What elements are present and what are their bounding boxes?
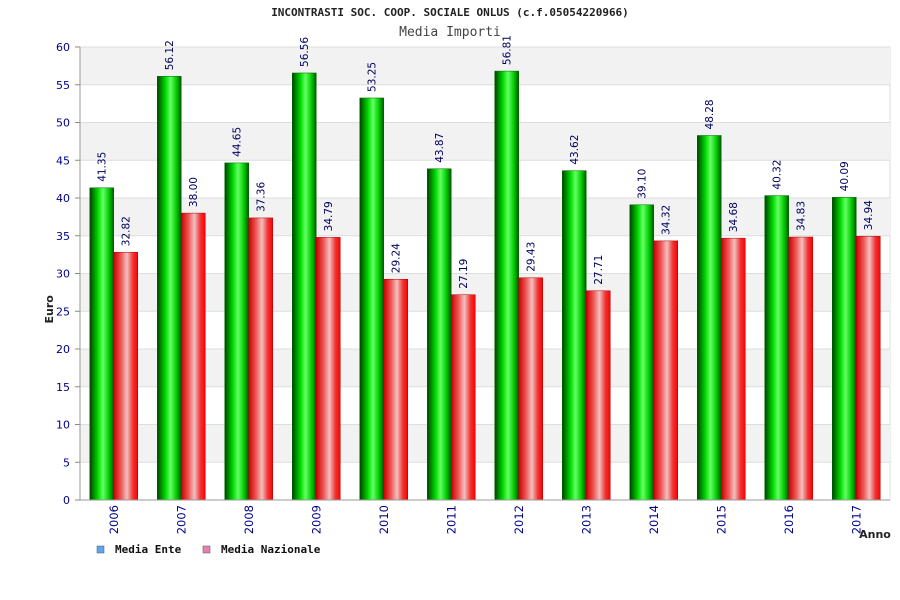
bar-media-ente	[359, 97, 384, 501]
data-label: 38.00	[188, 177, 200, 207]
y-axis-title: Euro	[43, 295, 56, 324]
data-label: 56.81	[502, 35, 514, 65]
legend-label: Media Nazionale	[221, 543, 321, 556]
data-label: 34.79	[323, 201, 335, 231]
x-tick-label: 2007	[174, 505, 188, 534]
x-axis-title: Anno	[859, 528, 891, 541]
legend-label: Media Ente	[115, 543, 182, 556]
x-tick-label: 2010	[377, 505, 391, 534]
x-tick-label: 2015	[714, 505, 728, 534]
data-label: 29.24	[391, 243, 403, 273]
grid-band	[80, 47, 890, 85]
bar-media-nazionale	[248, 217, 273, 501]
y-tick-label: 20	[56, 343, 70, 356]
grid-band	[80, 122, 890, 161]
data-label: 53.25	[367, 62, 379, 92]
bar-media-ente	[697, 135, 722, 501]
chart-subtitle: Media Importi	[399, 25, 501, 40]
y-tick-label: 5	[63, 456, 70, 469]
data-label: 40.09	[839, 161, 851, 191]
chart-title: INCONTRASTI SOC. COOP. SOCIALE ONLUS (c.…	[271, 6, 629, 19]
bar-media-nazionale	[113, 251, 138, 501]
bar-media-ente	[629, 204, 654, 501]
data-label: 34.32	[661, 205, 673, 235]
data-label: 34.83	[796, 201, 808, 231]
bar-media-nazionale	[518, 277, 543, 501]
y-tick-label: 25	[56, 305, 70, 318]
y-tick-label: 0	[63, 494, 70, 507]
bar-media-nazionale	[653, 240, 678, 501]
legend-swatch-media-nazionale	[202, 545, 211, 554]
x-tick-label: 2006	[107, 505, 121, 534]
x-tick-label: 2014	[647, 505, 661, 534]
data-label: 32.82	[121, 216, 133, 246]
data-label: 39.10	[637, 169, 649, 199]
y-tick-label: 10	[56, 419, 70, 432]
y-tick-label: 35	[56, 230, 70, 243]
x-tick-label: 2009	[309, 505, 323, 534]
bar-media-nazionale	[788, 236, 813, 501]
y-tick-label: 55	[56, 79, 70, 92]
x-tick-label: 2016	[782, 505, 796, 534]
bar-media-ente	[157, 76, 182, 501]
y-tick-label: 50	[56, 117, 70, 130]
data-label: 29.43	[526, 242, 538, 272]
grid-band	[80, 273, 890, 312]
x-tick-label: 2017	[849, 505, 863, 534]
data-label: 56.56	[299, 37, 311, 67]
bar-media-nazionale	[451, 294, 476, 501]
bar-media-nazionale	[721, 237, 746, 501]
data-label: 34.68	[728, 202, 740, 232]
legend-swatch-media-ente	[96, 545, 105, 554]
bar-media-ente	[562, 170, 587, 501]
bar-media-ente	[832, 197, 857, 501]
grid-band	[80, 349, 890, 387]
data-label: 40.32	[772, 160, 784, 190]
x-tick-label: 2011	[444, 505, 458, 534]
data-label: 27.19	[458, 259, 470, 289]
x-tick-label: 2012	[512, 505, 526, 534]
data-label: 34.94	[863, 200, 875, 230]
bar-media-nazionale	[586, 290, 611, 501]
data-label: 48.28	[704, 99, 716, 129]
y-tick-label: 30	[56, 268, 70, 281]
bar-media-ente	[89, 187, 114, 501]
bar-media-ente	[494, 70, 519, 501]
bar-media-nazionale	[316, 237, 341, 501]
x-tick-label: 2008	[242, 505, 256, 534]
x-tick-label: 2013	[579, 505, 593, 534]
data-label: 43.62	[569, 135, 581, 165]
data-label: 41.35	[97, 152, 109, 182]
bar-media-ente	[764, 195, 789, 501]
data-label: 56.12	[164, 40, 176, 70]
bar-media-nazionale	[383, 278, 408, 501]
grid-band	[80, 424, 890, 463]
bar-media-ente	[427, 168, 452, 501]
data-label: 27.71	[593, 255, 605, 285]
bar-media-ente	[292, 72, 317, 501]
y-tick-label: 40	[56, 192, 70, 205]
y-tick-label: 45	[56, 154, 70, 167]
bar-media-ente	[224, 162, 249, 501]
data-label: 43.87	[434, 133, 446, 163]
y-tick-label: 15	[56, 381, 70, 394]
data-label: 44.65	[232, 127, 244, 157]
grid-band	[80, 198, 890, 236]
bar-media-nazionale	[181, 212, 206, 501]
bar-media-nazionale	[856, 235, 881, 501]
y-tick-label: 60	[56, 41, 70, 54]
data-label: 37.36	[256, 182, 268, 212]
